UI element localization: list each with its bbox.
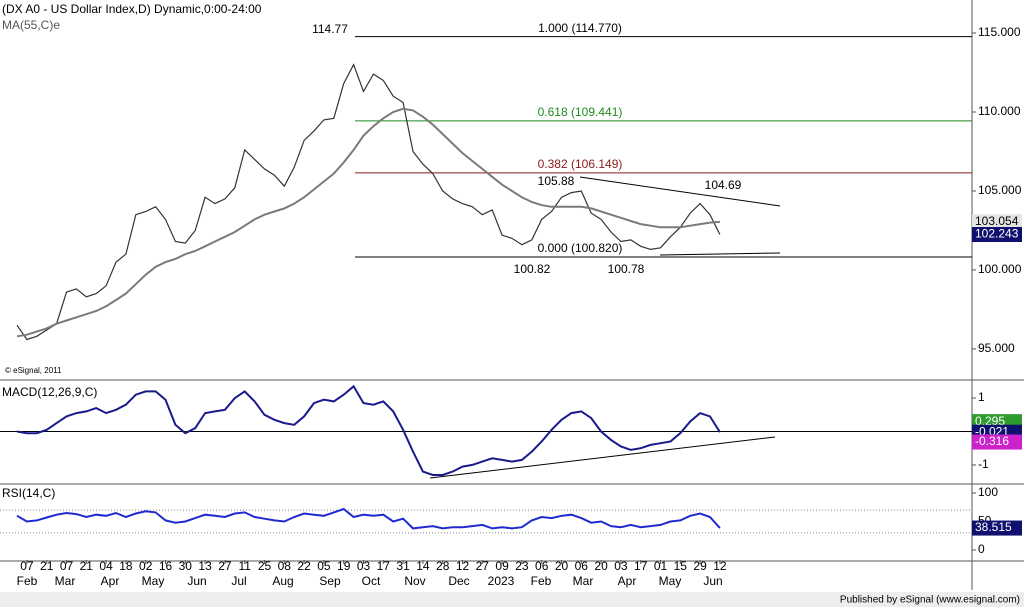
x-tick-label: 08 bbox=[278, 559, 292, 573]
readout-label: 38.515 bbox=[975, 520, 1012, 534]
x-tick-label: 31 bbox=[396, 559, 410, 573]
readout-box bbox=[972, 434, 1022, 450]
x-tick-label: 06 bbox=[575, 559, 589, 573]
readout-box bbox=[972, 214, 1022, 230]
y-tick-label: -1 bbox=[978, 457, 989, 471]
month-label: Jun bbox=[703, 574, 722, 588]
month-label: Mar bbox=[573, 574, 594, 588]
y-tick-label: 1 bbox=[978, 390, 985, 404]
readout-label: 0.295 bbox=[975, 414, 1005, 428]
month-label: Apr bbox=[101, 574, 120, 588]
x-tick-label: 03 bbox=[357, 559, 371, 573]
month-label: Feb bbox=[17, 574, 38, 588]
y-tick-label: 110.000 bbox=[978, 104, 1021, 118]
month-label: Aug bbox=[272, 574, 293, 588]
x-tick-label: 18 bbox=[119, 559, 133, 573]
chart-title: (DX A0 - US Dollar Index,D) Dynamic,0:00… bbox=[2, 2, 262, 16]
y-tick-label: 115.000 bbox=[978, 25, 1021, 39]
x-tick-label: 09 bbox=[495, 559, 509, 573]
x-tick-label: 27 bbox=[476, 559, 490, 573]
month-label: Nov bbox=[404, 574, 425, 588]
annotation: 105.88 bbox=[538, 174, 575, 188]
fib-label: 0.382 (106.149) bbox=[538, 157, 623, 171]
x-tick-label: 20 bbox=[594, 559, 608, 573]
y-tick-label: 95.000 bbox=[978, 341, 1015, 355]
month-label: Oct bbox=[362, 574, 381, 588]
y-tick-label: 0 bbox=[978, 542, 985, 556]
series-line bbox=[16, 63, 721, 341]
panel-title: RSI(14,C) bbox=[2, 486, 55, 500]
x-tick-label: 14 bbox=[416, 559, 430, 573]
month-label: Mar bbox=[55, 574, 76, 588]
x-tick-label: 11 bbox=[238, 559, 251, 573]
panel-title: MACD(12,26,9,C) bbox=[2, 385, 97, 399]
x-tick-label: 29 bbox=[693, 559, 707, 573]
annotation: 100.78 bbox=[608, 262, 645, 276]
x-tick-label: 28 bbox=[436, 559, 450, 573]
series-line bbox=[16, 507, 721, 530]
footer-bar bbox=[0, 592, 1024, 607]
x-tick-label: 06 bbox=[535, 559, 549, 573]
credit: © eSignal, 2011 bbox=[5, 366, 62, 375]
footer: Published by eSignal (www.esignal.com) bbox=[840, 595, 1020, 606]
x-tick-label: 20 bbox=[555, 559, 569, 573]
readout-label: -0.316 bbox=[975, 434, 1009, 448]
x-tick-label: 23 bbox=[515, 559, 529, 573]
x-tick-label: 16 bbox=[159, 559, 173, 573]
x-tick-label: 05 bbox=[317, 559, 331, 573]
x-tick-label: 21 bbox=[40, 559, 54, 573]
annotation: 100.82 bbox=[514, 262, 551, 276]
x-tick-label: 22 bbox=[297, 559, 311, 573]
month-label: Jun bbox=[187, 574, 206, 588]
readout-label: 102.243 bbox=[975, 227, 1019, 241]
month-label: 2023 bbox=[488, 574, 515, 588]
frame bbox=[0, 0, 1024, 590]
y-tick-label: 100 bbox=[978, 485, 998, 499]
x-tick-label: 27 bbox=[218, 559, 232, 573]
trendline bbox=[429, 436, 776, 479]
x-tick-label: 21 bbox=[80, 559, 94, 573]
legend-entry: MA(55,C)e bbox=[2, 18, 60, 32]
x-tick-label: 04 bbox=[99, 559, 113, 573]
trendline bbox=[659, 252, 781, 256]
month-label: Dec bbox=[448, 574, 469, 588]
month-label: Sep bbox=[319, 574, 341, 588]
fib-label: 0.000 (100.820) bbox=[538, 241, 623, 255]
x-tick-label: 01 bbox=[654, 559, 668, 573]
x-tick-label: 17 bbox=[634, 559, 648, 573]
annotation: 104.69 bbox=[705, 178, 742, 192]
trendline bbox=[579, 176, 781, 207]
x-tick-label: 30 bbox=[179, 559, 193, 573]
x-tick-label: 07 bbox=[60, 559, 74, 573]
x-tick-label: 12 bbox=[456, 559, 470, 573]
x-tick-label: 12 bbox=[713, 559, 727, 573]
month-label: Feb bbox=[531, 574, 552, 588]
month-label: Apr bbox=[618, 574, 637, 588]
readout-box bbox=[972, 520, 1022, 536]
x-tick-label: 07 bbox=[20, 559, 34, 573]
x-tick-label: 03 bbox=[614, 559, 628, 573]
fib-label: 0.618 (109.441) bbox=[538, 105, 623, 119]
month-label: May bbox=[659, 574, 682, 588]
x-tick-label: 13 bbox=[198, 559, 212, 573]
x-tick-label: 17 bbox=[377, 559, 391, 573]
y-tick-label: 100.000 bbox=[978, 262, 1022, 276]
readout-box bbox=[972, 227, 1022, 243]
month-label: May bbox=[142, 574, 165, 588]
annotation: 114.77 bbox=[312, 22, 348, 36]
series-line bbox=[16, 107, 720, 338]
x-tick-label: 25 bbox=[258, 559, 272, 573]
x-tick-label: 15 bbox=[674, 559, 688, 573]
x-tick-label: 02 bbox=[139, 559, 153, 573]
month-label: Jul bbox=[231, 574, 246, 588]
readout-label: 103.054 bbox=[975, 214, 1019, 228]
x-tick-label: 19 bbox=[337, 559, 351, 573]
y-tick-label: 105.000 bbox=[978, 183, 1022, 197]
fib-label: 1.000 (114.770) bbox=[538, 21, 622, 35]
series-line bbox=[16, 384, 721, 476]
